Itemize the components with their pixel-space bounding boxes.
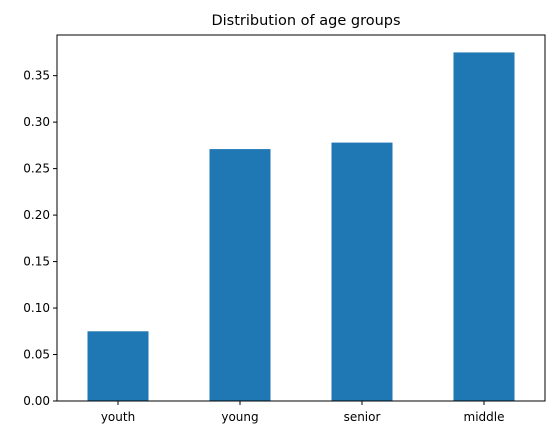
y-tick-label: 0.25 [23,162,50,176]
axes-frame [56,34,546,402]
y-tick-label: 0.20 [23,208,50,222]
y-tick-label: 0.05 [23,348,50,362]
bar-senior [331,142,393,401]
bar-middle [453,52,515,402]
y-tick-label: 0.35 [23,69,50,83]
x-tick-label: young [221,410,258,424]
y-tick-label: 0.30 [23,115,50,129]
x-tick-label: middle [464,410,505,424]
y-tick-label: 0.15 [23,255,50,269]
y-tick-label: 0.00 [23,394,50,408]
x-tick-label: youth [101,410,135,424]
axes-group: youth young senior middle 0.00 0.05 0.10 0.15 0.… [23,34,546,424]
bar-young [209,149,271,401]
chart-title: Distribution of age groups [211,13,400,29]
x-tick-label: senior [344,410,381,424]
bars-group [87,52,515,402]
y-tick-label: 0.10 [23,301,50,315]
bar-youth [87,331,149,401]
